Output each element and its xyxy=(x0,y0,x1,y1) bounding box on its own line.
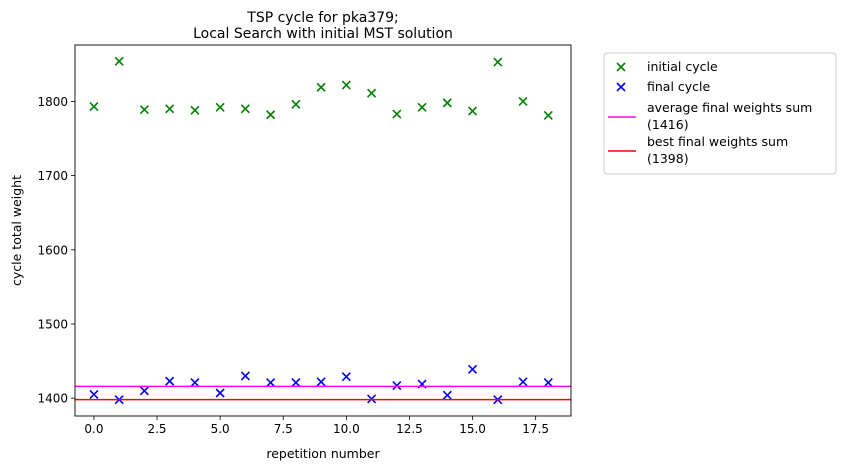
y-axis-label: cycle total weight xyxy=(9,175,24,286)
final-point-14 xyxy=(442,390,452,400)
initial-point-1 xyxy=(114,56,124,66)
legend-best-label-line2: (1398) xyxy=(647,151,689,166)
final-point-2 xyxy=(139,386,149,396)
title-line-2: Local Search with initial MST solution xyxy=(193,26,453,42)
y-tick-label-4: 1800 xyxy=(37,95,68,109)
title-line-1: TSP cycle for pka379; xyxy=(246,10,398,26)
initial-point-7 xyxy=(266,110,276,120)
y-tick-label-1: 1500 xyxy=(37,317,68,331)
reference-lines xyxy=(75,385,571,401)
y-tick-label-0: 1400 xyxy=(37,392,68,406)
plot-area-frame xyxy=(74,44,572,417)
final-point-8 xyxy=(291,378,301,388)
initial-point-9 xyxy=(316,82,326,92)
initial-point-15 xyxy=(467,106,478,116)
initial-point-11 xyxy=(367,88,377,98)
legend-best-label-line1: best final weights sum xyxy=(647,134,788,149)
initial-point-18 xyxy=(543,110,553,121)
final-point-9 xyxy=(316,377,326,387)
final-point-18 xyxy=(543,378,553,388)
x-tick-label-2: 5.0 xyxy=(211,422,230,436)
x-tick-label-3: 7.5 xyxy=(274,422,293,436)
initial-point-6 xyxy=(240,104,250,114)
initial-point-12 xyxy=(392,109,402,119)
y-tick-label-2: 1600 xyxy=(37,243,68,257)
legend-initial-marker xyxy=(616,62,626,72)
initial-point-14 xyxy=(442,98,452,108)
legend-average-label-line1: average final weights sum xyxy=(647,100,812,115)
initial-point-4 xyxy=(190,105,200,115)
x-axis-ticks: 0.0 2.5 5.0 7.5 10.0 12.5 15.0 17.5 xyxy=(84,416,549,436)
final-point-6 xyxy=(240,371,250,381)
x-tick-label-7: 17.5 xyxy=(522,422,549,436)
initial-point-0 xyxy=(89,102,99,112)
initial-point-16 xyxy=(493,57,503,67)
final-point-5 xyxy=(215,388,225,398)
final-point-17 xyxy=(518,377,528,387)
final-point-10 xyxy=(341,372,351,382)
x-axis-label: repetition number xyxy=(266,446,380,461)
final-point-15 xyxy=(467,364,478,374)
y-tick-label-3: 1700 xyxy=(37,169,68,183)
initial-point-5 xyxy=(215,102,225,112)
y-axis-ticks: 1400 1500 1600 1700 1800 xyxy=(37,95,75,406)
x-tick-label-6: 15.0 xyxy=(459,422,486,436)
legend-initial-label: initial cycle xyxy=(647,59,718,74)
x-tick-label-5: 12.5 xyxy=(396,422,423,436)
initial-point-2 xyxy=(139,104,149,115)
final-point-7 xyxy=(266,378,276,388)
legend-final-label: final cycle xyxy=(647,79,711,94)
final-point-4 xyxy=(190,378,200,388)
final-point-3 xyxy=(165,376,175,386)
initial-point-17 xyxy=(518,96,528,106)
legend: initial cycle final cycle average final we… xyxy=(603,52,837,175)
final-point-0 xyxy=(89,389,99,400)
legend-box xyxy=(603,52,837,175)
initial-point-13 xyxy=(417,102,427,112)
initial-point-10 xyxy=(341,80,351,90)
legend-final-marker xyxy=(616,82,626,92)
legend-average-label-line2: (1416) xyxy=(647,117,689,132)
x-tick-label-0: 0.0 xyxy=(84,422,103,436)
data-points xyxy=(89,56,553,405)
chart-title: TSP cycle for pka379;Local Search with i… xyxy=(193,10,453,42)
x-tick-label-4: 10.0 xyxy=(333,422,360,436)
initial-point-8 xyxy=(291,99,301,109)
x-tick-label-1: 2.5 xyxy=(147,422,166,436)
initial-point-3 xyxy=(165,104,175,114)
